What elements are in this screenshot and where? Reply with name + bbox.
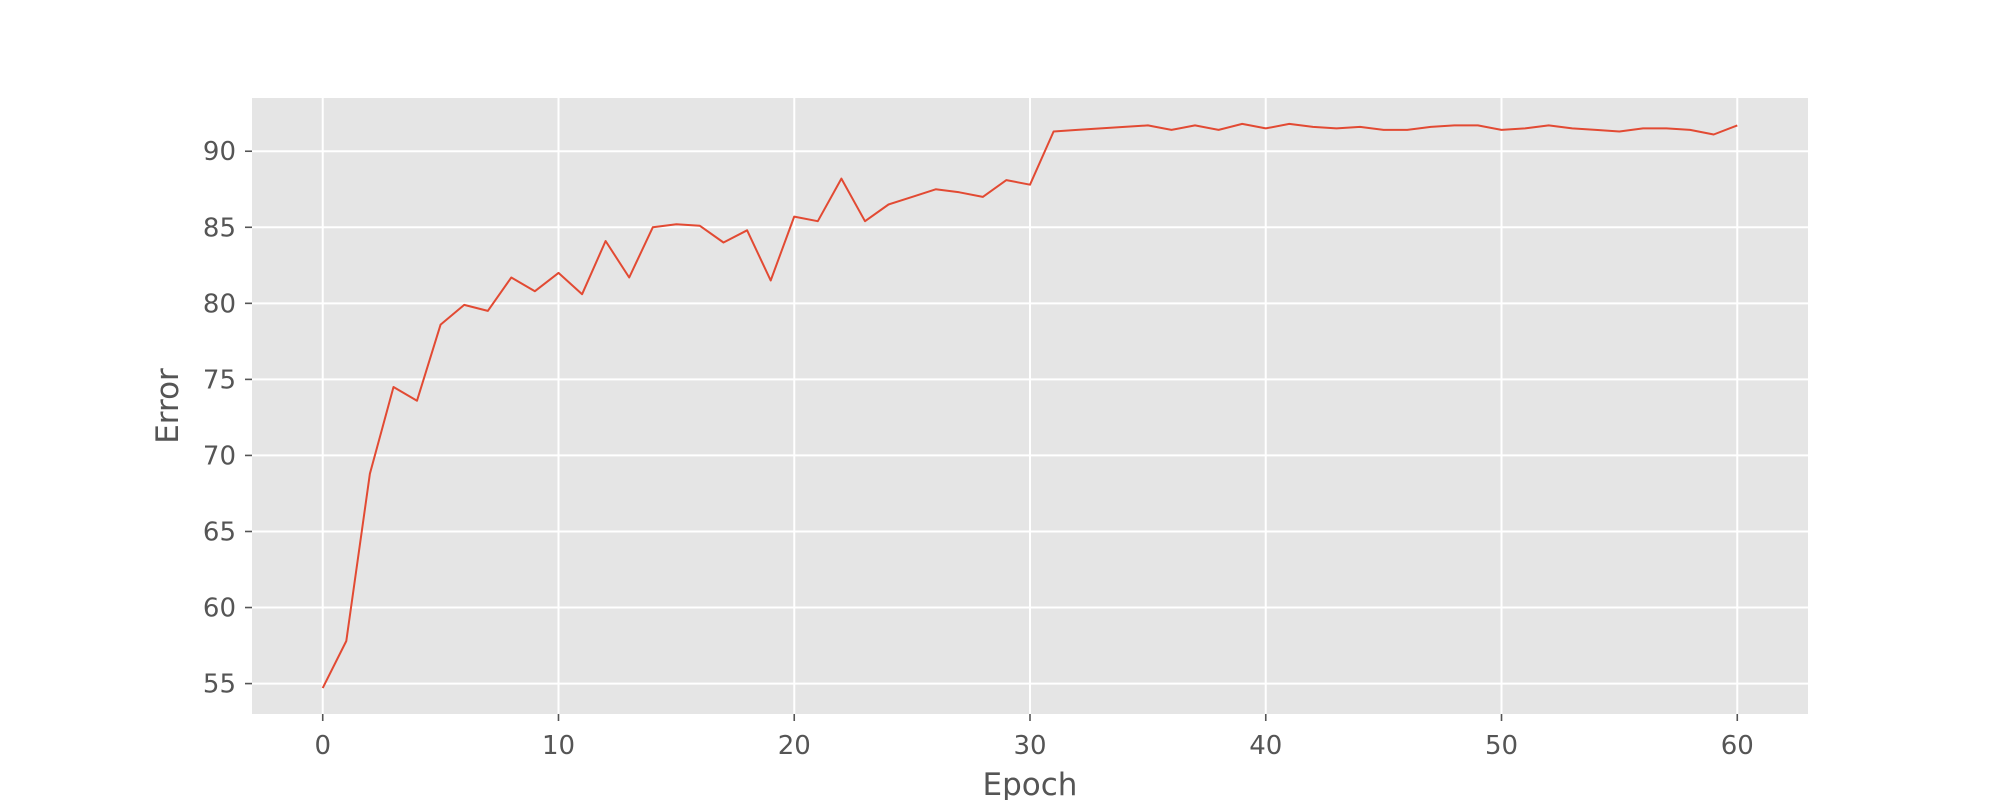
y-axis-title: Error xyxy=(150,368,186,444)
data-series xyxy=(321,122,1738,689)
x-tick-label: 30 xyxy=(1013,731,1046,761)
y-tick-label: 60 xyxy=(203,594,236,624)
y-tick-label: 70 xyxy=(203,441,236,471)
x-tick-label: 0 xyxy=(314,731,331,761)
y-tick-label: 80 xyxy=(203,289,236,319)
axis-ticks: 0 10 20 30 40 50 60 55 60 65 70 75 80 85 90 xyxy=(203,137,1754,761)
y-tick-label: 65 xyxy=(203,517,236,547)
x-tick-label: 10 xyxy=(542,731,575,761)
y-tick-label: 85 xyxy=(203,213,236,243)
x-tick-label: 50 xyxy=(1485,731,1518,761)
x-tick-label: 40 xyxy=(1249,731,1282,761)
x-axis-title: Epoch xyxy=(983,767,1078,800)
y-tick-label: 55 xyxy=(203,670,236,700)
y-tick-label: 75 xyxy=(203,365,236,395)
x-tick-label: 20 xyxy=(778,731,811,761)
gridlines xyxy=(252,98,1808,714)
x-tick-label: 60 xyxy=(1721,731,1754,761)
y-tick-label: 90 xyxy=(203,137,236,167)
